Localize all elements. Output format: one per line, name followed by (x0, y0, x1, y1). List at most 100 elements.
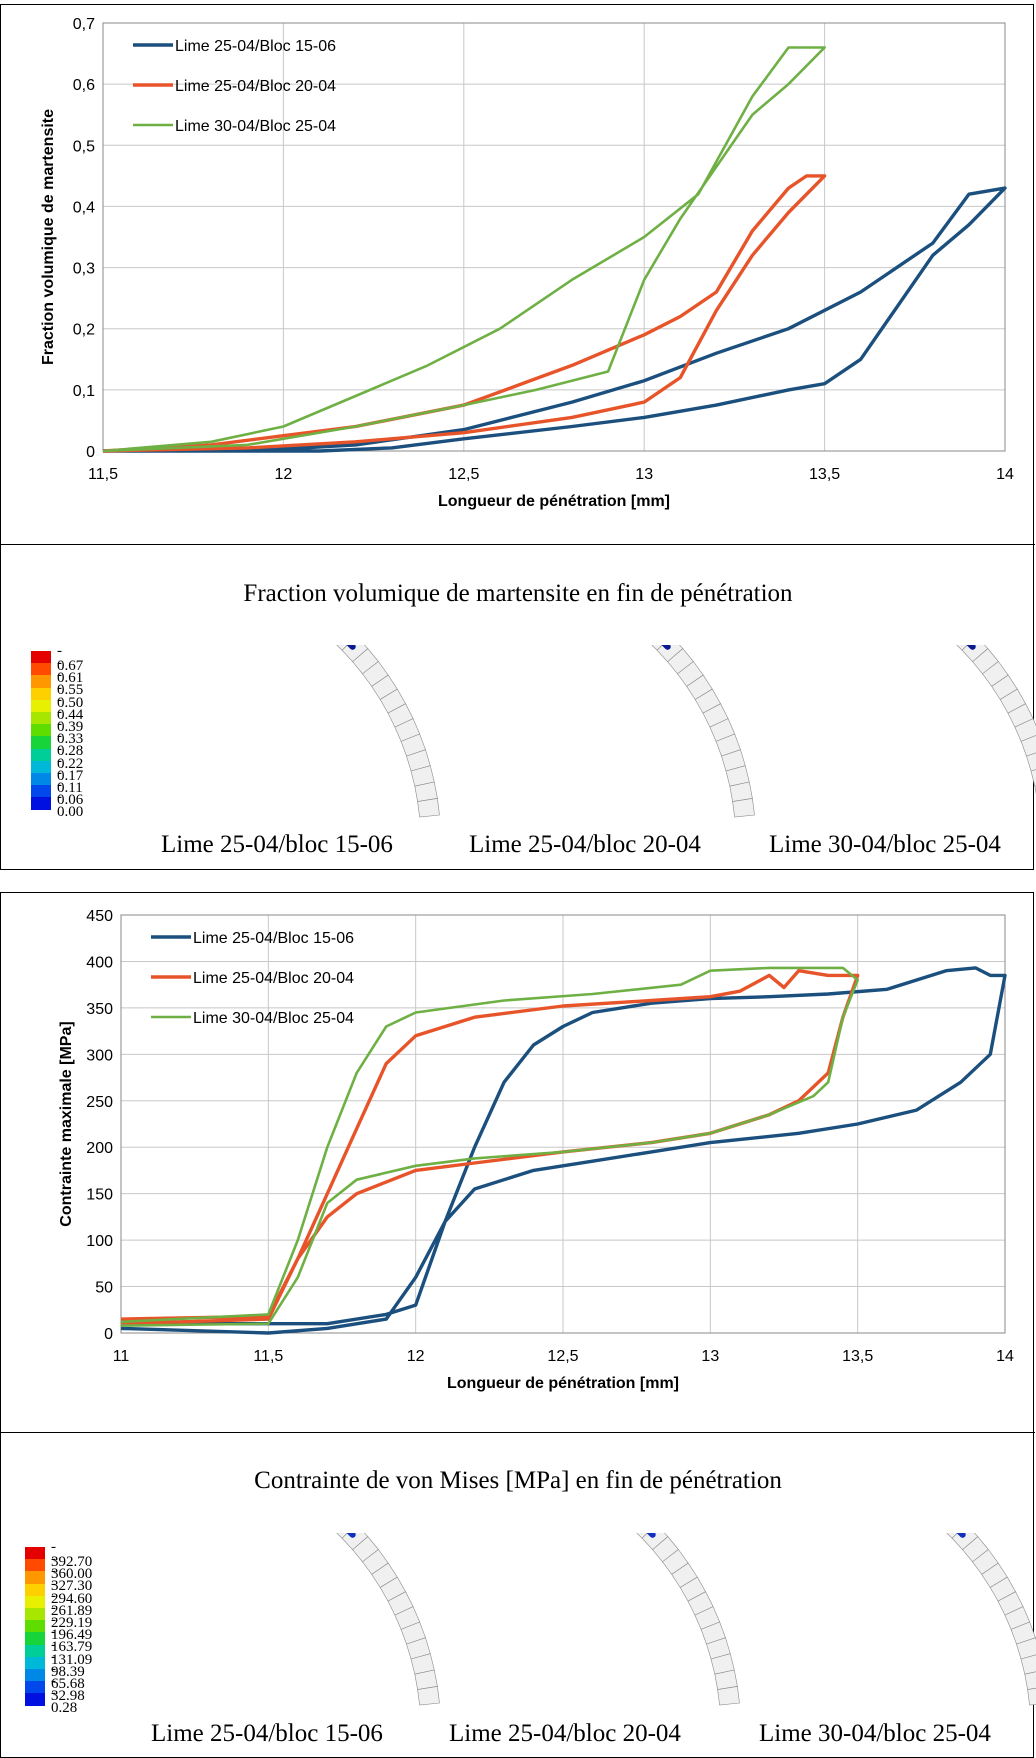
martensite-xtick-label: 12 (275, 466, 293, 483)
mesh-cell (336, 1533, 348, 1539)
stress-ytick-label: 250 (86, 1094, 113, 1111)
colorbar-swatch (31, 760, 51, 774)
martensite-legend-label-3: Lime 30-04/Bloc 25-04 (175, 118, 336, 135)
stress-xtick-label: 11 (113, 1348, 130, 1365)
colorbar-swatch (25, 1595, 45, 1609)
martensite-panel: 11,5 12 12,5 13 13,5 14 0 0,1 0,2 0,3 0,4 0,5 0,6 0,7… (0, 4, 1036, 870)
colorbar-tick-label: - 0.55 (57, 667, 84, 699)
martensite-ytick-label: 0,2 (73, 322, 95, 339)
stress-series-line-2 (120, 968, 860, 1326)
martensite-ytick-label: 0,3 (73, 261, 95, 278)
stress-series-line-3 (120, 966, 860, 1327)
colorbar-swatch (31, 748, 51, 762)
mesh-cell (636, 1533, 648, 1539)
stress-xtick-label: 14 (996, 1348, 1014, 1365)
stress-legend-label-2: Lime 25-04/Bloc 20-04 (193, 970, 354, 987)
mesh-cell (1026, 752, 1036, 772)
martensite-chart: 11,5 12 12,5 13 13,5 14 0 0,1 0,2 0,3 0,4 0,5 0,6 0,7… (40, 16, 1014, 510)
stress-plot-frame (120, 914, 1006, 1334)
stress-xtick-label: 13,5 (842, 1348, 873, 1365)
colorbar-swatch (31, 651, 51, 664)
mesh-cell (1020, 1654, 1036, 1675)
mesh-cell (717, 1686, 740, 1706)
stress-label-1: Lime 25-04/bloc 15-06 (151, 1720, 383, 1747)
martensite-xtick-label: 13 (635, 466, 653, 483)
martensite-label-1: Lime 25-04/bloc 15-06 (161, 831, 393, 858)
stress-ytick-label: 0 (104, 1326, 113, 1343)
stress-xlabel: Longueur de pénétration [mm] (447, 1375, 679, 1392)
colorbar-swatch (31, 687, 51, 701)
colorbar-swatch (25, 1559, 45, 1572)
stress-sim-2 (636, 1533, 740, 1706)
stress-ytick-label: 200 (86, 1140, 113, 1157)
colorbar-tick-label: - 163.79 (51, 1624, 93, 1656)
martensite-legend-label-2: Lime 25-04/Bloc 20-04 (175, 78, 336, 95)
martensite-sim-1 (336, 645, 440, 818)
stress-xtick-label: 12 (407, 1348, 425, 1365)
colorbar-tick-label: - 392.70 (51, 1539, 93, 1570)
stress-chart-box: 11 11,5 12 12,5 13 13,5 14 0 50 100 150 200 250 300 35… (1, 893, 1035, 1433)
martensite-ytick-label: 0,7 (73, 16, 95, 33)
martensite-ytick-label: 0,6 (73, 77, 95, 94)
colorbar-tick-label: - 0.33 (57, 716, 84, 748)
mesh-cell (651, 645, 663, 651)
martensite-xtick-label: 13,5 (809, 466, 840, 483)
colorbar-swatch (25, 1608, 45, 1621)
colorbar-swatch (25, 1656, 45, 1670)
colorbar-tick-label: - 32.98 (51, 1673, 85, 1705)
colorbar-swatch (31, 724, 51, 737)
colorbar-swatch (25, 1681, 45, 1694)
martensite-series-line-1 (103, 186, 1007, 453)
stress-legend-label-1: Lime 25-04/Bloc 15-06 (193, 930, 354, 947)
mesh-cell (417, 798, 440, 818)
martensite-ytick-label: 0,1 (73, 383, 95, 400)
mesh-cell (1020, 735, 1036, 757)
stress-xtick-label: 13 (701, 1348, 719, 1365)
colorbar-tick-label: - 0.28 (57, 728, 84, 760)
mesh-cell (732, 798, 755, 818)
colorbar-swatch (25, 1644, 45, 1658)
colorbar-swatch (31, 736, 51, 750)
mesh-cell (1016, 1637, 1036, 1660)
martensite-ylabel: Fraction volumique de martensite (40, 109, 57, 365)
stress-section-title: Contrainte de von Mises [MPa] en fin de … (254, 1467, 782, 1494)
colorbar-swatch (25, 1693, 45, 1707)
mesh-cell (1014, 718, 1036, 742)
colorbar-tick-label: - 0.11 (57, 765, 83, 796)
colorbar-tick-label: - 131.09 (51, 1636, 93, 1668)
colorbar-tick-label: - 229.19 (51, 1600, 93, 1631)
colorbar-tick-label: - 0.06 (57, 777, 84, 809)
martensite-xtick-label: 11,5 (88, 466, 118, 483)
martensite-ytick-label: 0,5 (73, 138, 95, 155)
martensite-chart-box: 11,5 12 12,5 13 13,5 14 0 0,1 0,2 0,3 0,4 0,5 0,6 0,7… (1, 5, 1035, 545)
colorbar-swatch (31, 797, 51, 811)
martensite-sim-2 (651, 645, 755, 818)
colorbar-tick-label: - 0.44 (57, 691, 84, 723)
colorbar-swatch (31, 712, 51, 725)
mesh-cell (1027, 1687, 1036, 1706)
stress-ytick-label: 100 (86, 1233, 113, 1250)
martensite-section-title: Fraction volumique de martensite en fin … (243, 580, 793, 607)
stress-ylabel: Contrainte maximale [MPa] (58, 1021, 75, 1226)
colorbar-swatch (31, 785, 51, 798)
colorbar-tick-label: - 0.39 (57, 704, 84, 735)
stress-xtick-label: 11,5 (253, 1348, 283, 1365)
colorbar-tick-label: - 0.50 (57, 679, 84, 711)
martensite-legend-label-1: Lime 25-04/Bloc 15-06 (175, 38, 336, 55)
stress-ytick-label: 450 (86, 908, 113, 925)
martensite-plot-frame (102, 22, 1006, 452)
stress-sim-1 (336, 1533, 440, 1706)
stress-xtick-label: 12,5 (547, 1348, 578, 1365)
stress-ytick-label: 150 (86, 1187, 113, 1204)
colorbar-swatch (31, 773, 51, 786)
colorbar-tick-label: - 327.30 (51, 1563, 93, 1595)
colorbar-swatch (25, 1620, 45, 1633)
stress-label-3: Lime 30-04/bloc 25-04 (759, 1720, 991, 1747)
mesh-cell (956, 645, 968, 651)
colorbar-tick-label: - 0.61 (57, 655, 84, 687)
colorbar-swatch (25, 1669, 45, 1682)
mesh-cell (417, 1686, 440, 1706)
mesh-cell (1030, 769, 1036, 787)
colorbar-tick-label: - 98.39 (51, 1648, 85, 1680)
martensite-label-3: Lime 30-04/bloc 25-04 (769, 831, 1001, 858)
